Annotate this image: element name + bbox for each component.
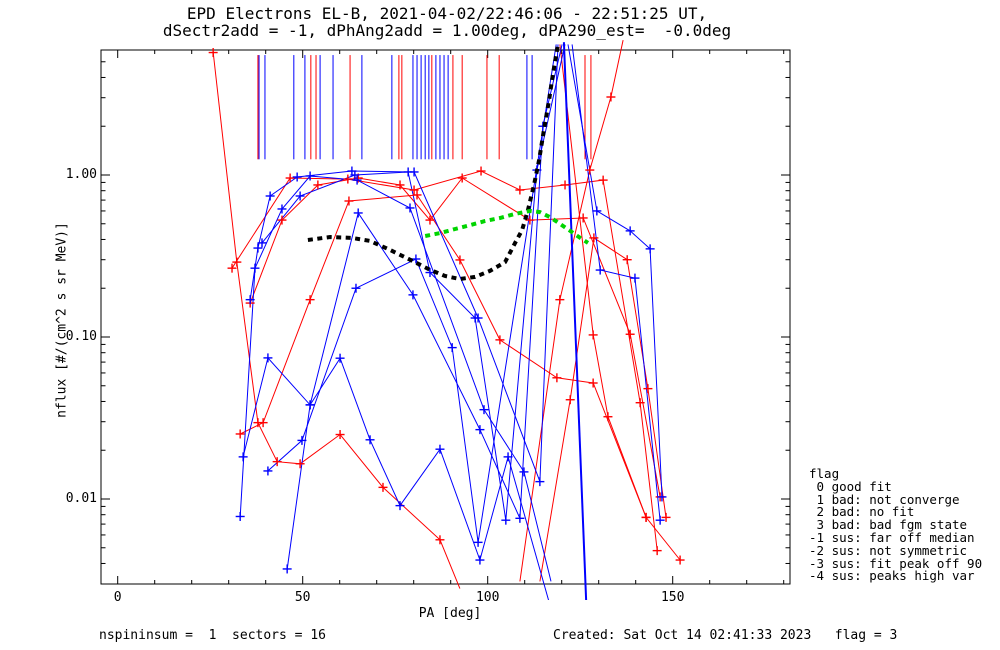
legend-line-no-fit: 2 bad: no fit (809, 504, 915, 520)
legend-line-bad-fgm: 3 bad: bad fgm state (809, 517, 968, 533)
series-markers (208, 48, 685, 574)
fit-curve-black (307, 44, 560, 282)
footer-created-info: Created: Sat Oct 14 02:41:33 2023 flag =… (553, 628, 898, 643)
y-tick-label: 1.00 (65, 167, 97, 182)
legend-line-not-converge: 1 bad: not converge (809, 491, 960, 507)
series-red-line (559, 44, 681, 561)
plot-frame (100, 49, 791, 585)
y-tick-label: 0.10 (65, 329, 97, 344)
legend-line-far-off-median: -1 sus: far off median (809, 529, 975, 545)
footer-spin-info: nspininsum = 1 sectors = 16 (99, 628, 326, 643)
series-blue-line (571, 44, 661, 521)
x-tick-label: 150 (660, 590, 685, 605)
x-tick-label: 100 (475, 590, 500, 605)
legend-line-fit-peak-off: -3 sus: fit peak off 90 (809, 555, 983, 571)
legend-line-good-fit: 0 good fit (809, 478, 892, 494)
series-blue-line (249, 44, 559, 482)
x-axis-label: PA [deg] (418, 606, 482, 621)
series-red-line (231, 170, 658, 551)
legend-line-flag: flag (809, 466, 840, 481)
series-lines (212, 40, 681, 600)
series-blue-line (261, 44, 566, 521)
y-axis-label: nflux [#/(cm^2 s sr MeV)] (54, 222, 70, 418)
plot-title-line2: dSectr2add = -1, dPhAng2add = 1.00deg, d… (162, 21, 732, 40)
legend-line-not-symmetric: -2 sus: not symmetric (809, 542, 968, 558)
x-tick-label: 50 (294, 590, 311, 605)
series-blue-line (562, 42, 588, 600)
plot-title-line1: EPD Electrons EL-B, 2021-04-02/22:46:06 … (186, 4, 708, 23)
flag-lines (257, 55, 592, 160)
fit-curve-green (424, 208, 590, 245)
series-red-line (212, 52, 461, 589)
series-blue-line (242, 44, 563, 519)
series-red-line (249, 177, 661, 497)
y-tick-label: 0.01 (65, 491, 97, 506)
series-red-line (539, 237, 667, 582)
fit-curves (307, 44, 590, 282)
legend-line-peaks-high-var: -4 sus: peaks high var (809, 568, 975, 584)
flag-legend: flag 0 good fit 1 bad: not converge 2 ba… (809, 466, 983, 584)
axis-ticks (101, 50, 790, 584)
series-red-line (519, 40, 624, 582)
x-tick-label: 0 (113, 590, 122, 605)
series-blue-line (286, 357, 550, 600)
